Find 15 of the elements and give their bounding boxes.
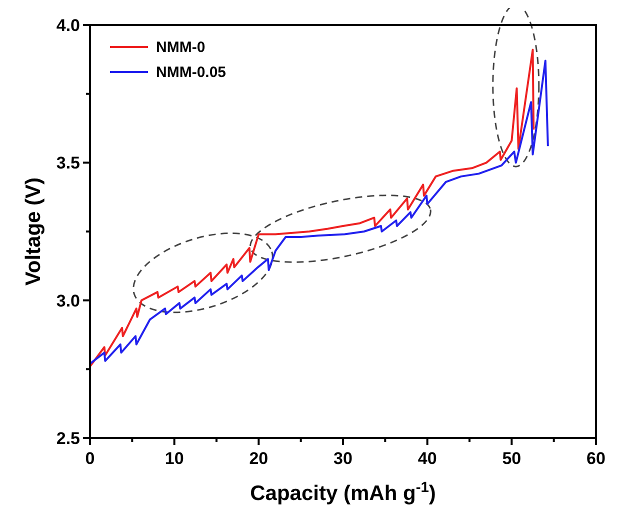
y-tick-label: 3.0 (56, 291, 80, 310)
x-axis-title: Capacity (mAh g$^{-1}$) (250, 480, 436, 505)
y-tick-label: 2.5 (56, 429, 80, 448)
x-tick-label: 50 (502, 449, 522, 468)
x-tick-label: 40 (418, 449, 437, 468)
y-tick-label: 4.0 (56, 16, 80, 35)
legend-label: NMM-0.05 (156, 64, 226, 81)
y-axis-title: Voltage (V) (22, 177, 45, 286)
x-tick-label: 30 (334, 449, 352, 468)
x-tick-label: 60 (586, 449, 606, 468)
legend-label: NMM-0 (156, 39, 206, 56)
x-tick-label: 20 (249, 449, 268, 468)
x-tick-label: 0 (85, 449, 95, 468)
y-tick-label: 3.5 (56, 154, 80, 173)
x-tick-label: 10 (164, 449, 184, 468)
